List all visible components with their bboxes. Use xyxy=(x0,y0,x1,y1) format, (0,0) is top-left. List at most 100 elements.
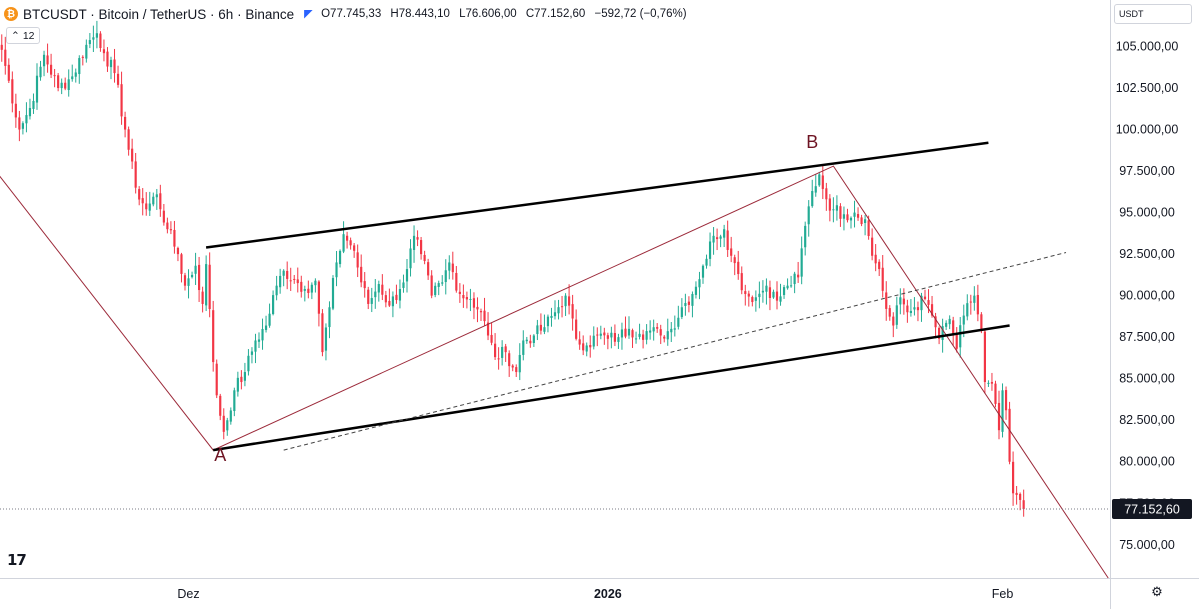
candle-body xyxy=(797,274,800,278)
currency-select[interactable]: USDT xyxy=(1114,4,1192,24)
candle-body xyxy=(272,295,275,315)
candle-body xyxy=(1008,408,1011,462)
candle xyxy=(818,171,821,187)
candle xyxy=(828,194,831,222)
candle-body xyxy=(758,293,761,298)
candle-body xyxy=(613,333,616,342)
candle xyxy=(515,364,518,377)
candle xyxy=(568,284,571,315)
candle xyxy=(768,280,772,311)
last-price-marker: 77.152,60 xyxy=(0,499,1192,520)
candle xyxy=(864,215,867,236)
candle xyxy=(673,315,676,337)
candle-body xyxy=(131,148,134,162)
candle xyxy=(765,278,768,305)
candle-body xyxy=(575,319,578,339)
candle-body xyxy=(367,289,370,304)
ohlc-change: −592,72 (−0,76%) xyxy=(594,8,687,20)
candle-body xyxy=(236,377,239,392)
candle xyxy=(786,278,789,290)
candle-body xyxy=(212,310,215,363)
candle xyxy=(247,349,250,376)
candle-body xyxy=(606,335,609,339)
candle-body xyxy=(694,286,698,295)
candle xyxy=(708,232,712,267)
candle-body xyxy=(782,287,786,296)
candle xyxy=(906,299,909,323)
candle xyxy=(0,34,3,62)
candle xyxy=(1001,383,1004,438)
candle xyxy=(236,371,239,397)
candle-body xyxy=(723,229,726,238)
candle xyxy=(959,317,962,358)
candle-body xyxy=(229,410,232,422)
candle xyxy=(634,331,638,344)
candle-body xyxy=(592,335,595,347)
candle-body xyxy=(680,307,683,318)
candle-body xyxy=(582,343,585,351)
candle-body xyxy=(1004,390,1008,411)
candle xyxy=(793,271,796,294)
time-axis[interactable]: Dez 2026 Feb xyxy=(177,587,1013,601)
candle xyxy=(772,289,775,299)
candle-body xyxy=(398,289,402,301)
candle-body xyxy=(804,225,807,248)
candle-body xyxy=(515,367,518,373)
candle-body xyxy=(28,107,32,117)
candle-body xyxy=(465,297,468,300)
channel-lower-line xyxy=(213,324,1010,452)
candle xyxy=(860,214,863,227)
candle xyxy=(733,254,736,276)
candle-body xyxy=(190,274,194,278)
candle-body xyxy=(913,307,916,310)
price-axis[interactable]: 75.000,0077.500,0080.000,0082.500,0085.0… xyxy=(1116,40,1179,552)
candle-body xyxy=(405,269,409,282)
candle xyxy=(39,60,42,81)
candle-body xyxy=(81,56,84,58)
candle-body xyxy=(969,301,972,303)
candle-body xyxy=(814,186,817,193)
candle-body xyxy=(370,298,373,304)
candle-body xyxy=(219,395,222,416)
ohlc-high: H78.443,10 xyxy=(390,8,450,20)
candle-body xyxy=(744,291,747,294)
candle xyxy=(226,417,229,436)
candle-body xyxy=(670,328,673,333)
candle-body xyxy=(649,330,652,333)
candle xyxy=(60,78,63,95)
candle-body xyxy=(268,313,271,326)
candle xyxy=(131,138,134,169)
indicators-toggle-button[interactable]: ⌃ 12 xyxy=(6,27,40,44)
candle xyxy=(747,290,750,307)
candle-body xyxy=(434,285,437,296)
candle xyxy=(455,266,458,293)
candle xyxy=(310,282,313,300)
candle-body xyxy=(508,353,511,367)
candle-body xyxy=(275,285,278,296)
candle xyxy=(1015,485,1018,505)
candle-body xyxy=(205,264,208,306)
candle xyxy=(307,280,310,299)
candle-body xyxy=(360,266,363,283)
candle-body xyxy=(719,236,722,239)
candle-body xyxy=(208,264,211,310)
candle-body xyxy=(684,303,687,306)
candle-body xyxy=(240,376,243,383)
candle xyxy=(264,315,268,333)
symbol-title[interactable]: BTCUSDT · Bitcoin / TetherUS · 6h · Bina… xyxy=(23,6,295,22)
candle-body xyxy=(983,331,986,383)
candle xyxy=(162,204,165,226)
candle xyxy=(250,347,254,364)
candle xyxy=(705,254,708,269)
candle xyxy=(737,250,740,280)
candle-body xyxy=(99,33,102,49)
candle-body xyxy=(183,275,187,286)
settings-icon[interactable]: ⚙ xyxy=(1151,584,1163,599)
candle-body xyxy=(800,248,803,277)
candle-body xyxy=(215,363,218,396)
candle-body xyxy=(818,174,821,186)
candle-body xyxy=(849,217,853,221)
candle xyxy=(539,313,542,335)
candle-body xyxy=(874,254,877,264)
